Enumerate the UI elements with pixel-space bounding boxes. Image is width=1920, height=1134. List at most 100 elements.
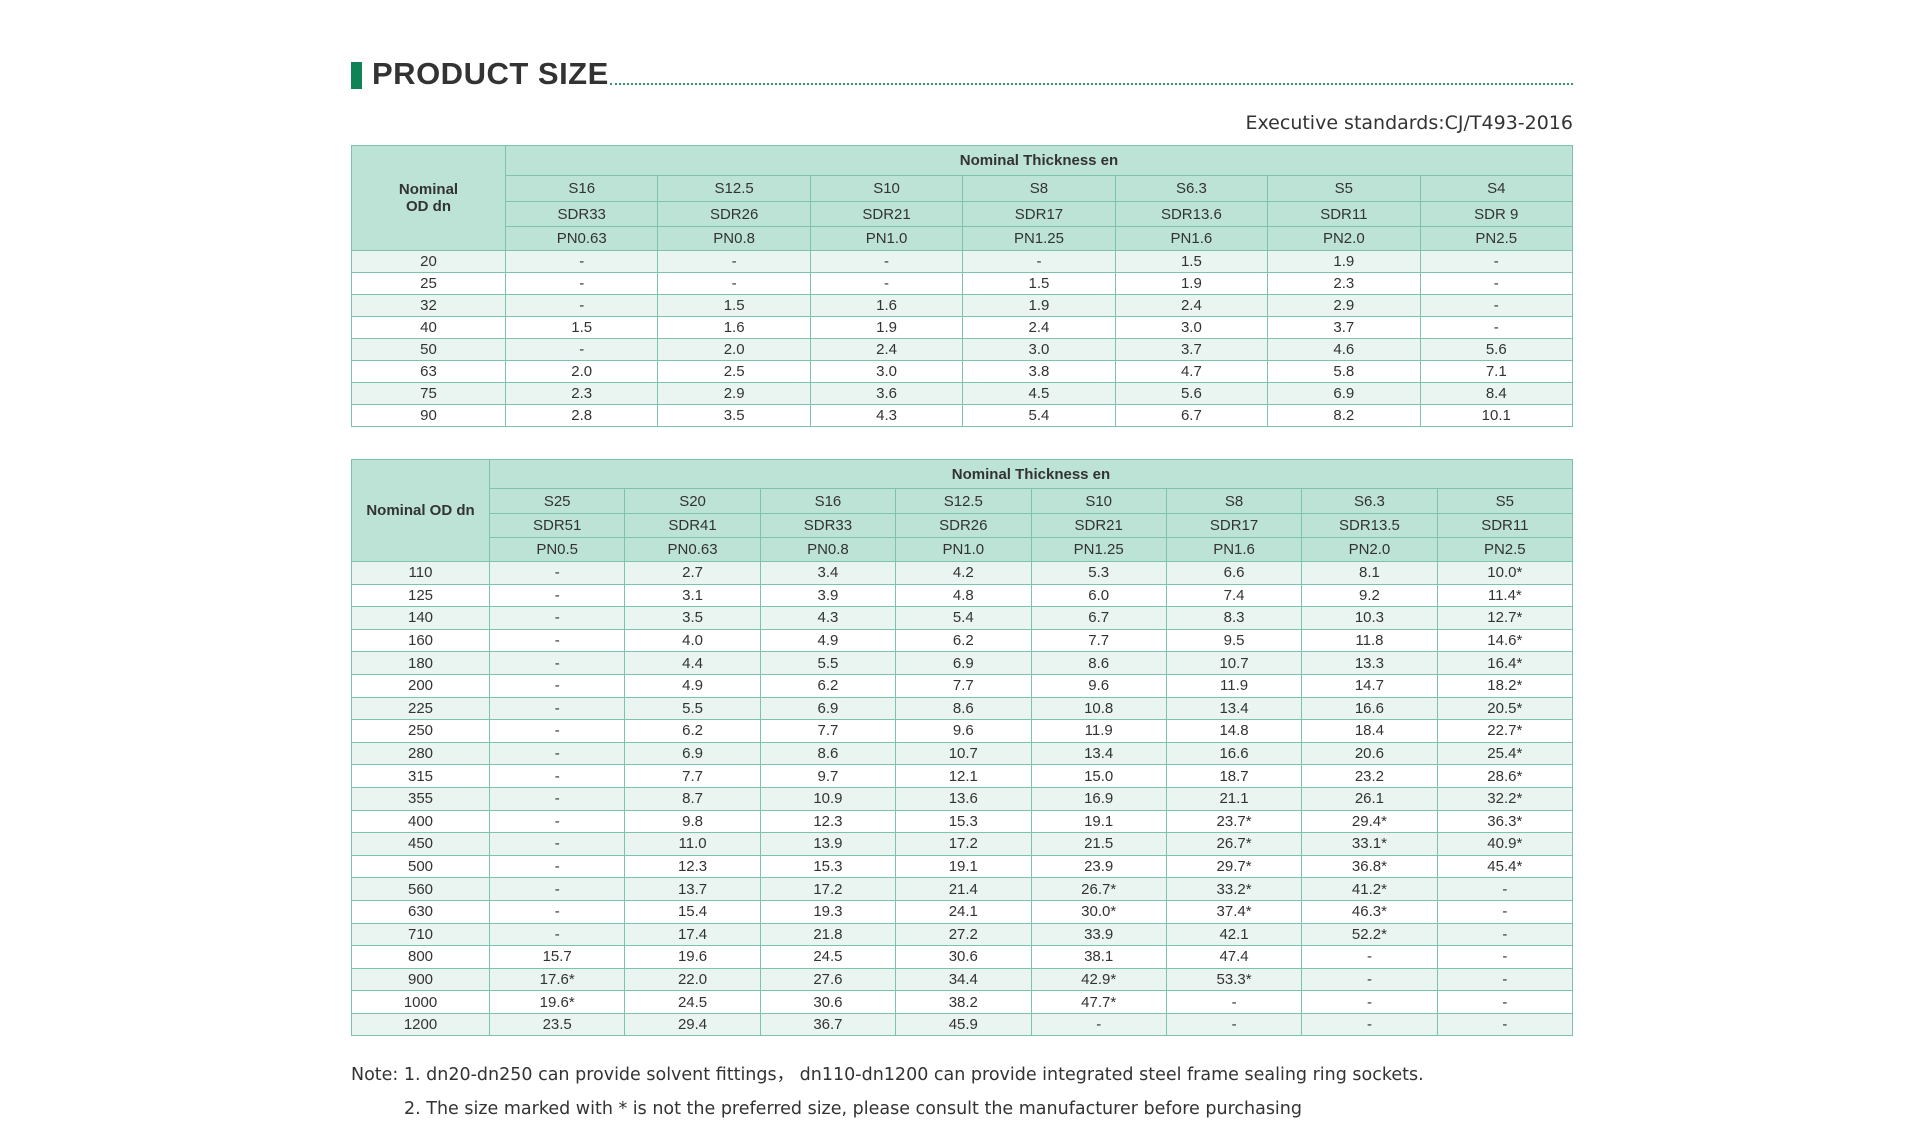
thickness-cell: - [1301, 990, 1438, 1014]
thickness-cell: - [504, 294, 659, 317]
thickness-cell: - [1419, 250, 1574, 273]
od-cell: 32 [351, 294, 506, 317]
thickness-cell: 10.7 [1165, 651, 1303, 675]
thickness-cell: 6.9 [624, 741, 761, 766]
thickness-cell: - [1419, 272, 1574, 295]
thickness-cell: 16.9 [1030, 786, 1167, 811]
s-series-header: S6.3 [1301, 488, 1438, 514]
table-row: 800 15.7 19.6 24.5 30.6 38.1 47.4- - [351, 945, 1574, 969]
thickness-cell: 9.6 [1030, 673, 1167, 698]
thickness-cell: 3.0 [962, 338, 1116, 361]
thickness-cell: 1.5 [657, 294, 811, 317]
thickness-cell: 4.4 [624, 651, 761, 675]
thickness-cell: 29.4* [1301, 809, 1438, 834]
thickness-cell: 30.0* [1030, 899, 1167, 924]
thickness-cell: 22.0 [624, 967, 761, 992]
thickness-cell: 7.7 [1030, 628, 1167, 653]
thickness-cell: 2.0 [504, 360, 659, 383]
od-cell: 20 [351, 250, 506, 273]
thickness-group-header: Nominal Thickness en [489, 459, 1573, 489]
thickness-cell: - [488, 696, 626, 721]
thickness-cell: 7.1 [1419, 360, 1574, 383]
thickness-cell: 3.6 [809, 382, 964, 405]
od-header: Nominal OD dn [351, 145, 506, 251]
thickness-cell: 2.3 [1267, 272, 1421, 295]
thickness-cell: 4.6 [1267, 338, 1421, 361]
s-series-header: S4 [1419, 175, 1574, 202]
thickness-cell: 11.9 [1165, 673, 1303, 698]
thickness-cell: 20.5* [1436, 696, 1574, 721]
thickness-cell: 6.2 [895, 628, 1032, 653]
od-cell: 400 [351, 809, 490, 834]
thickness-cell: 21.4 [895, 877, 1032, 901]
thickness-cell: 23.9 [1030, 854, 1167, 879]
thickness-cell: 10.7 [895, 741, 1032, 766]
thickness-cell: 13.3 [1301, 651, 1438, 675]
thickness-cell: 1.9 [1114, 272, 1269, 295]
thickness-cell: 7.7 [624, 764, 761, 788]
thickness-cell: 33.9 [1030, 922, 1167, 947]
thickness-cell: 33.2* [1165, 877, 1303, 901]
thickness-cell: - [504, 272, 659, 295]
thickness-cell: 1.6 [657, 316, 811, 339]
thickness-cell: 1.5 [962, 272, 1116, 295]
thickness-cell: 16.6 [1165, 741, 1303, 766]
thickness-cell: - [1436, 945, 1574, 969]
thickness-cell: - [657, 272, 811, 295]
od-cell: 40 [351, 316, 506, 339]
thickness-cell: - [1419, 294, 1574, 317]
thickness-cell: 8.7 [624, 786, 761, 811]
table-row: 355-8.7 10.9 13.6 16.9 21.1 26.1 32.2* [351, 786, 1574, 811]
sdr-header: SDR13.6 [1114, 201, 1269, 227]
thickness-cell: 5.5 [759, 651, 897, 675]
thickness-cell: - [1301, 1012, 1438, 1037]
thickness-cell: 16.4* [1436, 651, 1574, 675]
thickness-cell: 12.7* [1436, 606, 1574, 630]
thickness-cell: 33.1* [1301, 832, 1438, 856]
thickness-cell: 19.1 [1030, 809, 1167, 834]
thickness-cell: 19.6* [488, 990, 626, 1014]
thickness-cell: 27.2 [895, 922, 1032, 947]
sdr-header: SDR 9 [1419, 201, 1574, 227]
s-series-header: S10 [1030, 488, 1167, 514]
s-series-header: S16 [759, 488, 897, 514]
thickness-cell: - [657, 250, 811, 273]
od-cell: 25 [351, 272, 506, 295]
thickness-cell: 8.1 [1301, 561, 1438, 585]
thickness-cell: - [809, 272, 964, 295]
od-cell: 160 [351, 628, 490, 653]
thickness-cell: 5.4 [895, 606, 1032, 630]
thickness-cell: - [488, 673, 626, 698]
thickness-cell: - [1436, 990, 1574, 1014]
thickness-cell: 3.5 [657, 404, 811, 427]
sdr-header: SDR13.5 [1301, 513, 1438, 538]
thickness-cell: 4.2 [895, 561, 1032, 585]
thickness-cell: 1.9 [1267, 250, 1421, 273]
pn-header: PN0.63 [504, 226, 659, 251]
size-table-small: Nominal OD dn Nominal Thickness en S16 S12.… [351, 145, 1574, 427]
thickness-cell: 42.1 [1165, 922, 1303, 947]
thickness-cell: - [1030, 1012, 1167, 1037]
thickness-cell: - [962, 250, 1116, 273]
title-accent-bar [351, 62, 362, 89]
thickness-cell: 6.2 [759, 673, 897, 698]
thickness-cell: 11.0 [624, 832, 761, 856]
thickness-cell: - [488, 606, 626, 630]
table-row: 75 2.3 2.9 3.6 4.5 5.6 6.9 8.4 [351, 382, 1574, 405]
thickness-cell: - [504, 338, 659, 361]
thickness-cell: 11.9 [1030, 719, 1167, 743]
thickness-cell: 1.5 [504, 316, 659, 339]
pn-header: PN1.25 [1030, 537, 1167, 562]
thickness-cell: 13.4 [1165, 696, 1303, 721]
od-cell: 140 [351, 606, 490, 630]
sdr-header: SDR17 [962, 201, 1116, 227]
thickness-cell: - [504, 250, 659, 273]
od-cell: 200 [351, 673, 490, 698]
thickness-cell: 14.6* [1436, 628, 1574, 653]
od-cell: 450 [351, 832, 490, 856]
thickness-cell: 7.4 [1165, 583, 1303, 608]
s-series-header: S6.3 [1114, 175, 1269, 202]
s-series-header: S12.5 [657, 175, 811, 202]
thickness-cell: 23.7* [1165, 809, 1303, 834]
thickness-cell: 14.8 [1165, 719, 1303, 743]
